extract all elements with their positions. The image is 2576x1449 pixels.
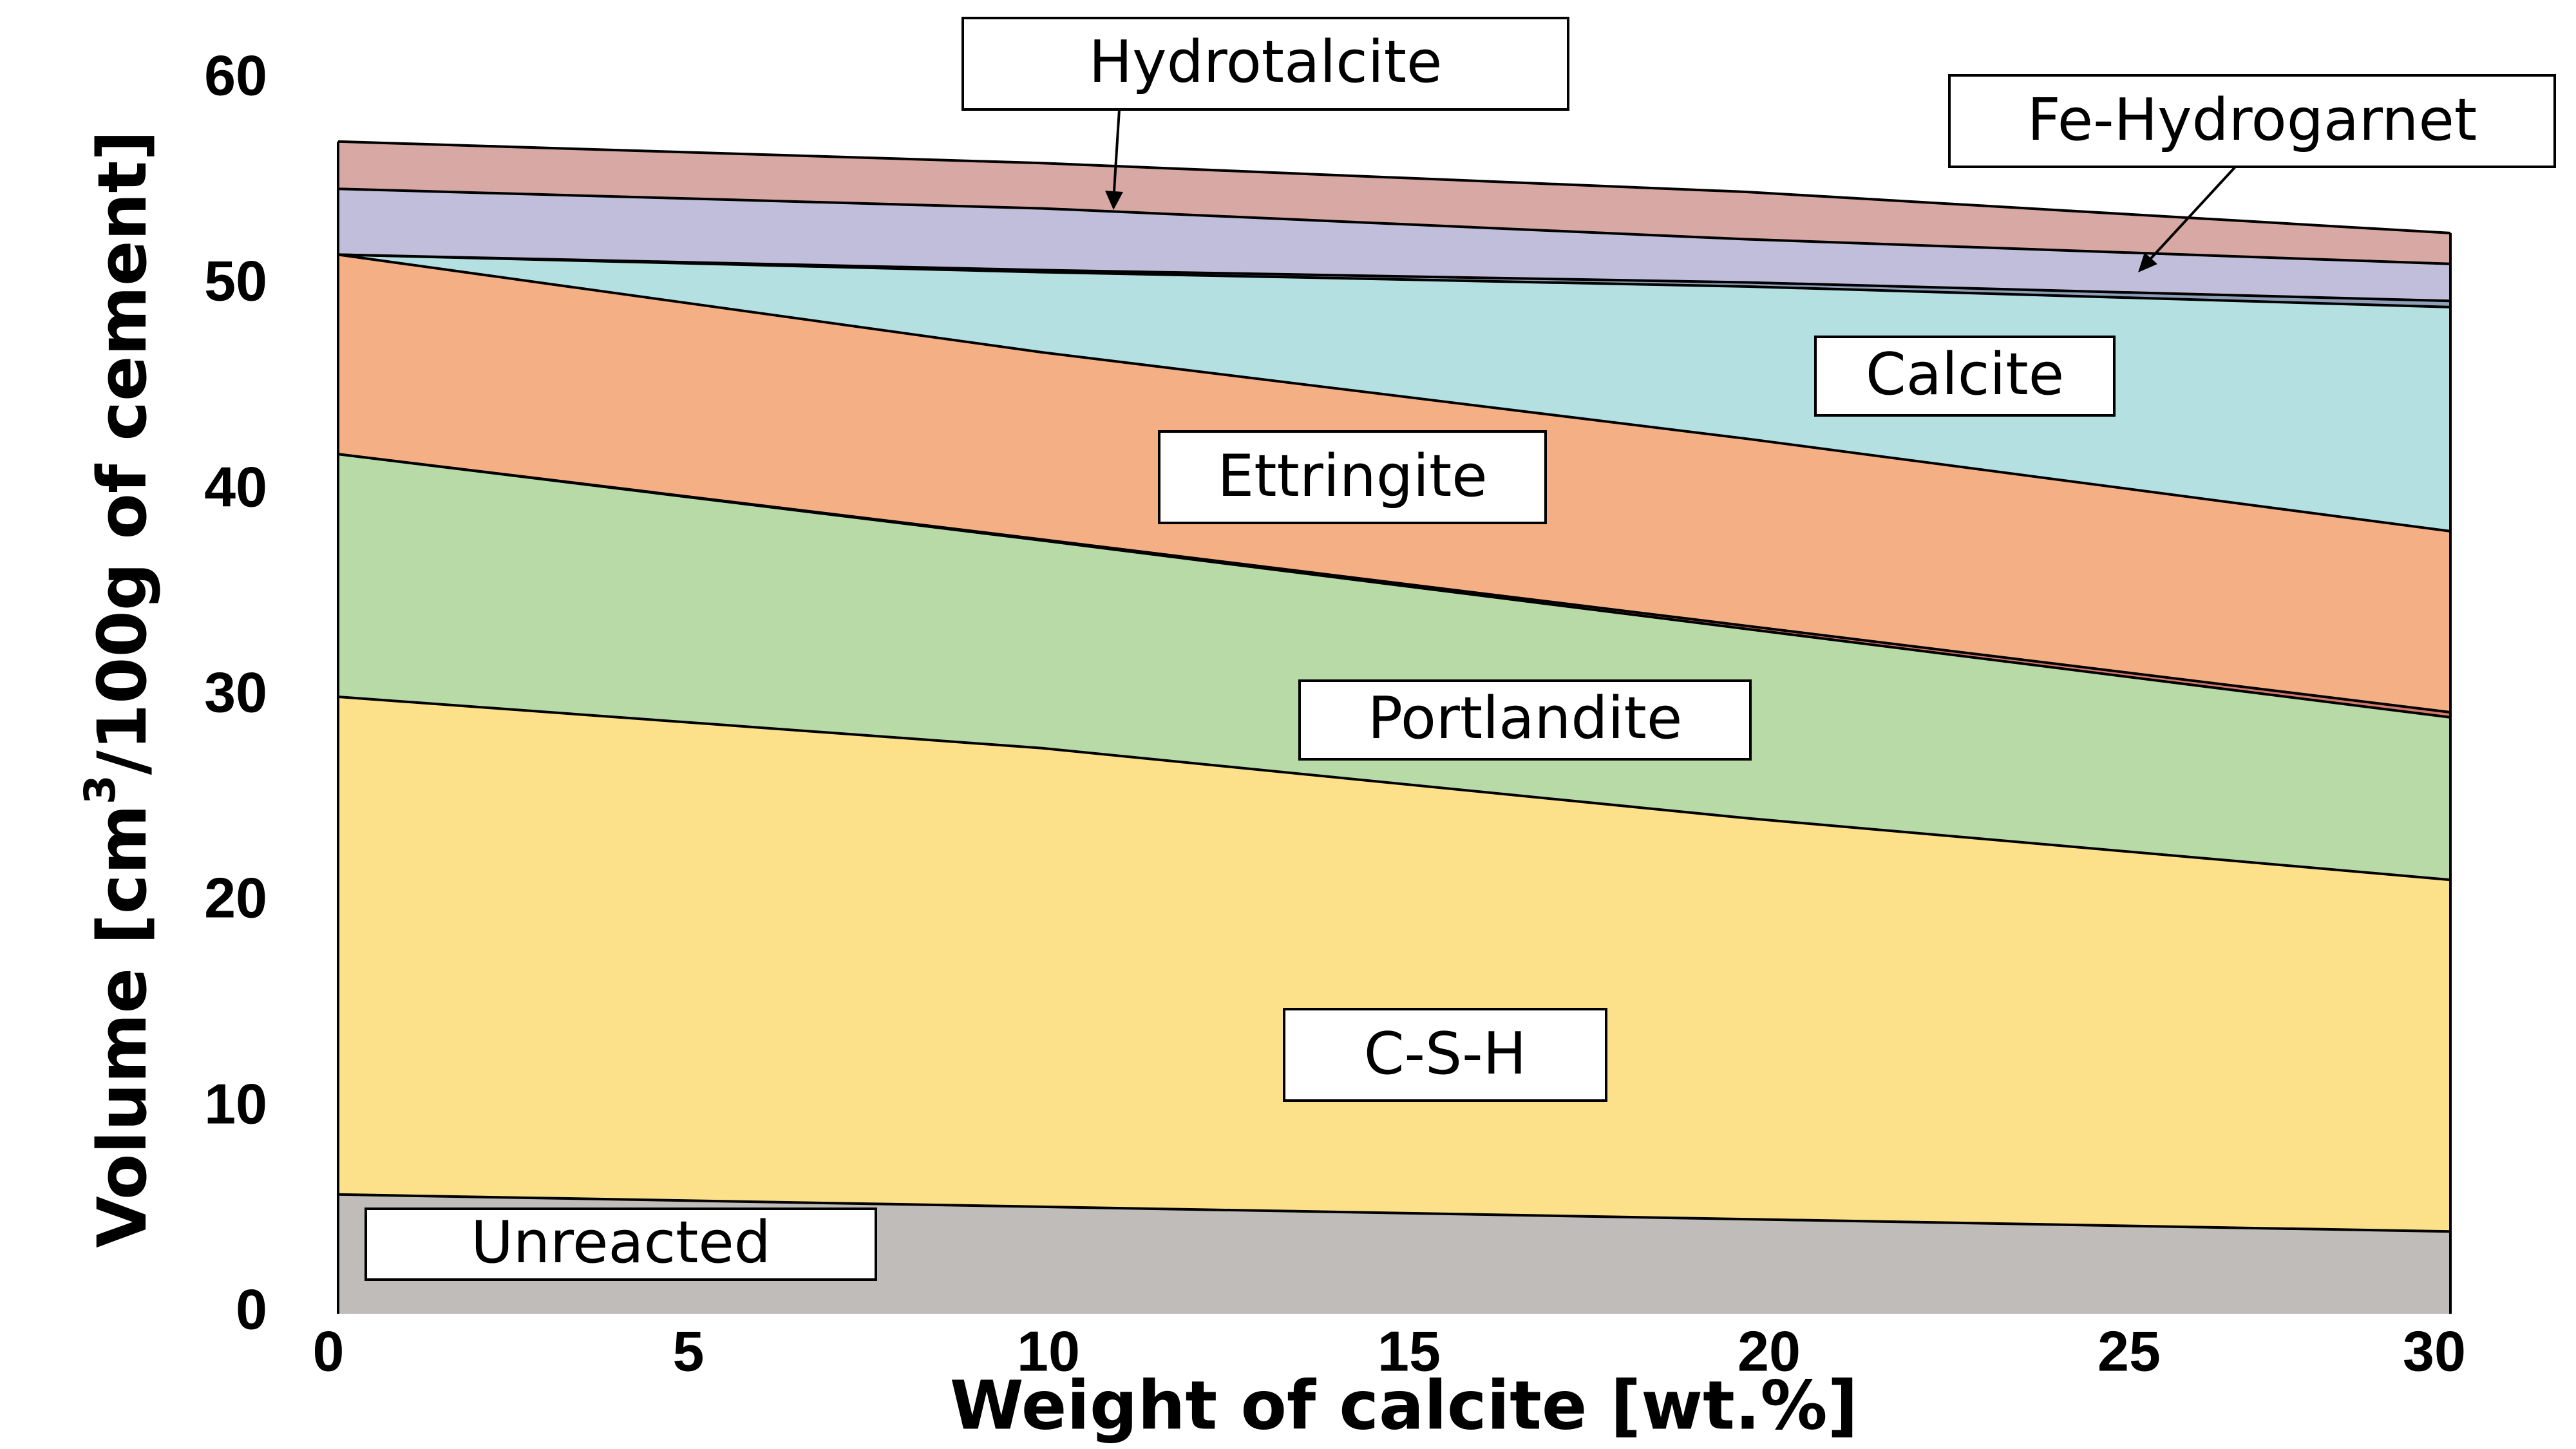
label-text: Ettringite (1217, 442, 1487, 510)
label-text: Fe-Hydrogarnet (2027, 86, 2477, 154)
y-tick-label: 50 (204, 249, 267, 312)
x-axis-title: Weight of calcite [wt.%] (950, 1366, 1858, 1444)
layer-top-line (337, 140, 2451, 234)
x-tick-label: 25 (2098, 1319, 2161, 1383)
label-text: Unreacted (471, 1209, 771, 1276)
layer-top-line (337, 696, 2451, 882)
label-fe-hydrogarnet: Fe-Hydrogarnet (1948, 74, 2556, 168)
label-text: Portlandite (1368, 685, 1682, 752)
label-text: C-S-H (1364, 1020, 1527, 1088)
y-tick-label: 30 (204, 660, 267, 724)
x-tick-label: 30 (2403, 1319, 2466, 1383)
label-box (1283, 1008, 1607, 1102)
layer-top-line (337, 253, 2451, 533)
label-calcite: Calcite (1814, 336, 2116, 417)
label-box (1948, 74, 2556, 168)
y-tick-label: 0 (236, 1277, 267, 1341)
area-portlandite (338, 454, 2450, 880)
label-box (1298, 679, 1752, 761)
label-box (1814, 336, 2116, 417)
hydrotalcite-arrowhead (1105, 191, 1123, 210)
label-box (365, 1208, 877, 1281)
layer-boundaries (337, 140, 2452, 1314)
label-csh: C-S-H (1283, 1008, 1607, 1102)
y-axis: 0 10 20 30 40 50 60 (204, 43, 267, 1341)
y-axis-title: Volume [cm3/100g of cement] (75, 130, 162, 1248)
x-tick-label: 20 (1738, 1319, 1801, 1383)
leader-lines (1105, 109, 2237, 272)
area-fe-hydrogarnet (338, 189, 2450, 301)
fe-hydrogarnet-arrowhead (2138, 252, 2157, 272)
layer-top-line (337, 253, 2451, 303)
area-hydrotalcite (338, 141, 2450, 264)
layer-top-line (337, 453, 2451, 714)
y-axis-title-part: Volume [cm (83, 804, 162, 1248)
label-box (961, 17, 1569, 111)
area-calcite (338, 254, 2450, 531)
label-box (1158, 430, 1547, 524)
label-text: Calcite (1866, 341, 2064, 408)
y-tick-label: 60 (204, 43, 267, 107)
label-portlandite: Portlandite (1298, 679, 1752, 761)
layer-top-line (337, 187, 2451, 265)
x-tick-label: 10 (1017, 1319, 1080, 1383)
label-hydrotalcite: Hydrotalcite (961, 17, 1569, 111)
layer-top-line (337, 1193, 2451, 1233)
x-axis: 0 5 10 15 20 25 30 (313, 1319, 2466, 1383)
label-text: Hydrotalcite (1089, 28, 1443, 96)
x-tick-label: 0 (313, 1319, 345, 1383)
area-c-s-h (338, 697, 2450, 1232)
y-tick-label: 20 (204, 866, 267, 929)
label-ettringite: Ettringite (1158, 430, 1547, 524)
fe-hydrogarnet-leader-arrow (2143, 165, 2237, 267)
label-unreacted: Unreacted (365, 1208, 877, 1281)
y-tick-label: 10 (204, 1072, 267, 1135)
x-tick-label: 15 (1378, 1319, 1441, 1383)
hydrotalcite-leader-arrow (1112, 109, 1121, 202)
y-axis-title-superscript: 3 (75, 775, 125, 804)
x-tick-label: 5 (673, 1319, 705, 1383)
y-axis-title-part: /100g of cement] (83, 130, 162, 775)
y-tick-label: 40 (204, 455, 267, 518)
